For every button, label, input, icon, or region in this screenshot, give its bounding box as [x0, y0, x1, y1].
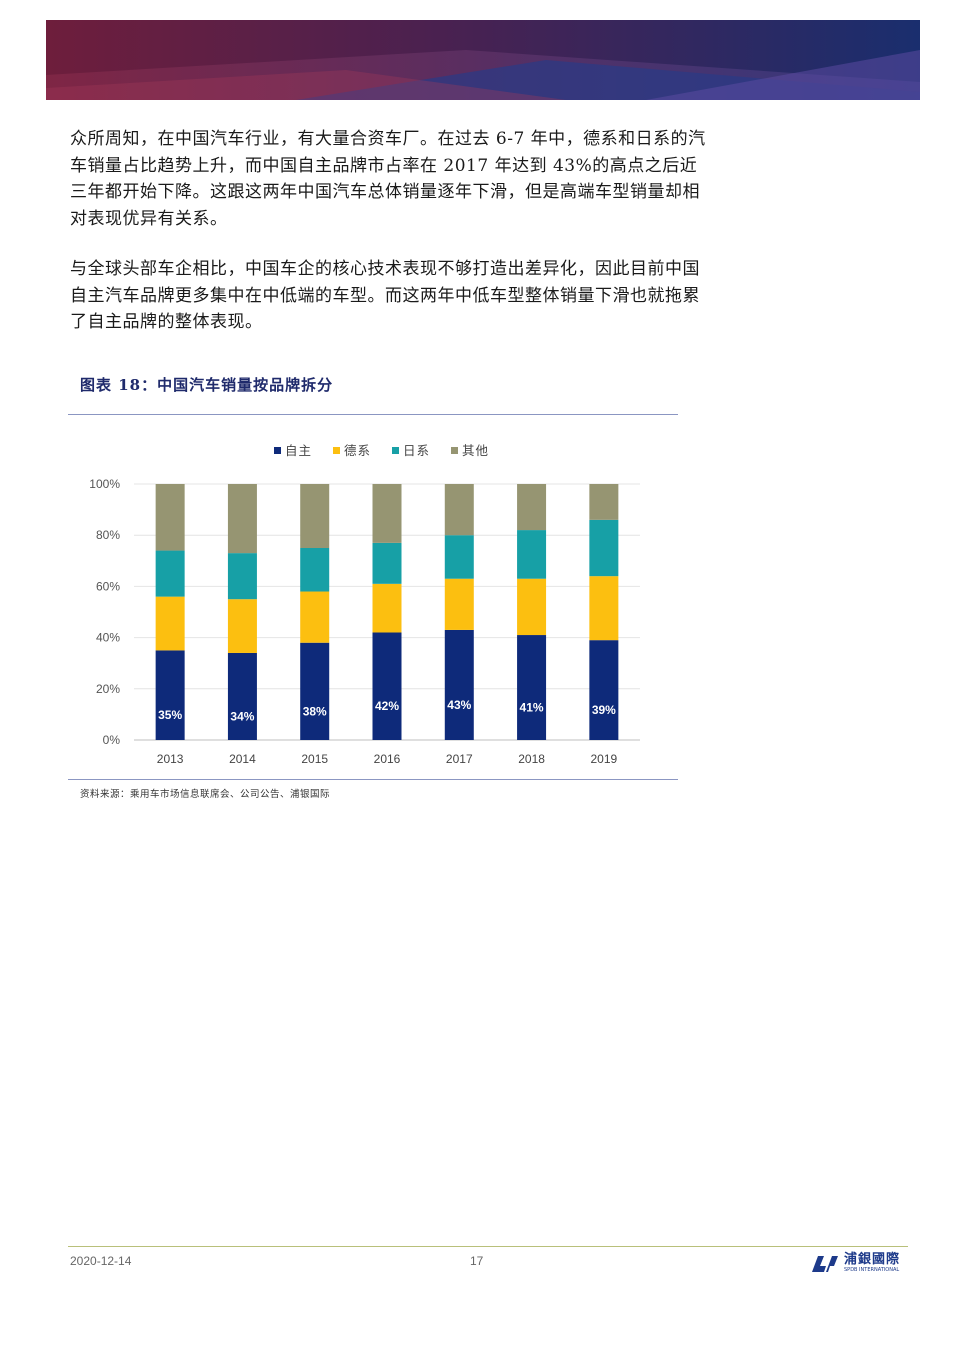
y-tick-label: 100% [89, 477, 120, 491]
bar-segment [589, 519, 619, 577]
bar-segment [300, 548, 330, 592]
body-paragraph-1: 众所周知，在中国汽车行业，有大量合资车厂。在过去 6-7 年中，德系和日系的汽车… [70, 129, 706, 229]
bar-segment [227, 484, 257, 554]
bar-segment [372, 632, 402, 740]
y-tick-label: 20% [96, 682, 120, 696]
y-axis: 0% 20% 40% 60% 80% 100% [89, 477, 120, 747]
legend-swatch [274, 447, 281, 454]
bar-segment [155, 550, 185, 597]
bar-segment [589, 576, 619, 641]
legend-label: 自主 [285, 443, 312, 458]
figure-top-rule [68, 414, 678, 415]
bar-segment [227, 652, 257, 740]
x-tick-label: 2019 [591, 752, 618, 766]
bar-segment [444, 629, 474, 740]
x-tick-label: 2014 [229, 752, 256, 766]
bar-segment [300, 591, 330, 643]
y-tick-label: 0% [103, 733, 121, 747]
figure-bottom-rule [68, 779, 678, 780]
header-banner [46, 20, 920, 100]
x-tick-label: 2015 [301, 752, 328, 766]
bar-segment [372, 542, 402, 584]
bar-segment [589, 484, 619, 520]
legend-swatch [333, 447, 340, 454]
page-number: 17 [470, 1254, 484, 1268]
chart-bars: 35% 34% 38% 42% 43% 41% 39% [155, 484, 619, 740]
bar-segment [155, 596, 185, 651]
bar-segment [372, 583, 402, 633]
footer-rule [68, 1246, 908, 1247]
bar-segment [155, 484, 185, 551]
bar-segment [372, 484, 402, 543]
x-tick-label: 2013 [157, 752, 184, 766]
y-tick-label: 60% [96, 579, 120, 593]
logo-cn-text: 浦銀國際 [844, 1251, 901, 1267]
data-label: 42% [375, 699, 399, 713]
bar-segment [517, 530, 547, 579]
bar-segment [517, 578, 547, 636]
legend-swatch [392, 447, 399, 454]
logo-en-text: SPDB INTERNATIONAL [844, 1266, 900, 1273]
data-label: 43% [447, 698, 471, 712]
bar-segment [300, 642, 330, 740]
chart-legend: 自主 德系 日系 其他 [274, 443, 489, 458]
legend-label: 其他 [462, 443, 489, 458]
legend-label: 德系 [344, 443, 371, 458]
company-logo: 浦銀國際 SPDB INTERNATIONAL [810, 1252, 900, 1274]
data-label: 39% [592, 703, 616, 717]
y-tick-label: 80% [96, 528, 120, 542]
y-tick-label: 40% [96, 631, 120, 645]
legend-swatch [451, 447, 458, 454]
body-paragraph-2: 与全球头部车企相比，中国车企的核心技术表现不够打造出差异化，因此目前中国自主汽车… [70, 259, 700, 332]
footer-date: 2020-12-14 [70, 1254, 132, 1268]
bar-segment [444, 535, 474, 579]
bar-segment [444, 484, 474, 536]
data-label: 34% [230, 709, 254, 723]
bar-segment [155, 650, 185, 740]
logo-mark-icon [812, 1256, 838, 1272]
figure-title: 图表 18：中国汽车销量按品牌拆分 [80, 376, 334, 394]
stacked-bar-chart: 自主 德系 日系 其他 0% 20% 40% 60% 80% 100% 35% 34% 38% 42%… [89, 443, 640, 766]
bar-segment [300, 484, 330, 548]
data-label: 41% [520, 701, 544, 715]
figure-source: 资料来源：乘用车市场信息联席会、公司公告、浦银国际 [80, 789, 331, 800]
data-label: 35% [158, 708, 182, 722]
x-tick-label: 2017 [446, 752, 473, 766]
bar-segment [227, 599, 257, 653]
bar-segment [517, 484, 547, 531]
x-axis: 2013 2014 2015 2016 2017 2018 2019 [157, 752, 618, 766]
bar-segment [227, 553, 257, 600]
x-tick-label: 2016 [374, 752, 401, 766]
bar-segment [589, 640, 619, 740]
legend-label: 日系 [403, 443, 430, 458]
bar-segment [444, 578, 474, 630]
x-tick-label: 2018 [518, 752, 545, 766]
bar-segment [517, 635, 547, 740]
data-label: 38% [303, 704, 327, 718]
